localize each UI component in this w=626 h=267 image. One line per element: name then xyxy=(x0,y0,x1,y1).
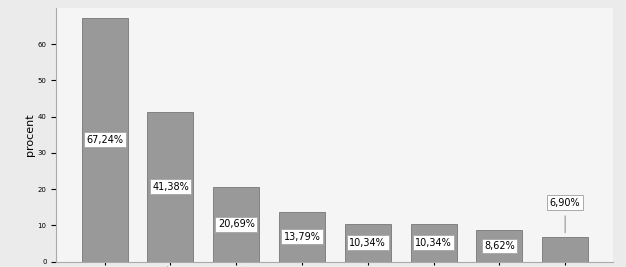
Y-axis label: procent: procent xyxy=(25,113,35,156)
Bar xyxy=(476,230,522,262)
Text: 41,38%: 41,38% xyxy=(152,182,189,192)
Text: 67,24%: 67,24% xyxy=(86,135,123,145)
Bar xyxy=(411,224,456,262)
Text: 10,34%: 10,34% xyxy=(415,238,452,248)
Bar xyxy=(279,212,325,262)
Bar xyxy=(542,237,588,262)
Bar xyxy=(345,224,391,262)
Text: 20,69%: 20,69% xyxy=(218,219,255,229)
Bar xyxy=(81,18,128,262)
Text: 10,34%: 10,34% xyxy=(349,238,386,248)
Text: 13,79%: 13,79% xyxy=(284,232,321,242)
Bar xyxy=(148,112,193,262)
Text: 6,90%: 6,90% xyxy=(550,198,580,208)
Text: 8,62%: 8,62% xyxy=(484,241,515,251)
Bar xyxy=(213,187,259,262)
